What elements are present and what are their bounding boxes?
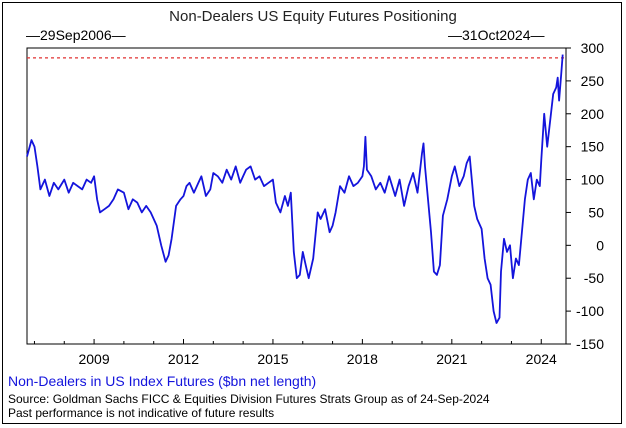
chart-title: Non-Dealers US Equity Futures Positionin… — [169, 8, 457, 25]
disclaimer-line: Past performance is not indicative of fu… — [8, 406, 275, 420]
source-line: Source: Goldman Sachs FICC & Equities Di… — [8, 392, 490, 406]
y-tick-label: 200 — [581, 106, 605, 122]
plot-area — [26, 47, 567, 345]
x-tick-label: 2021 — [436, 351, 467, 367]
x-tick-label: 2009 — [78, 351, 109, 367]
y-tick-label: 300 — [581, 40, 605, 56]
y-tick-label: 150 — [581, 139, 605, 155]
legend-label: Non-Dealers in US Index Futures ($bn net… — [8, 373, 317, 389]
x-tick-label: 2018 — [347, 351, 378, 367]
y-tick-label: -50 — [584, 270, 604, 286]
x-tick-label: 2015 — [257, 351, 288, 367]
y-tick-label: -150 — [576, 336, 604, 352]
x-tick-label: 2012 — [168, 351, 199, 367]
start-date-label: —29Sep2006— — [26, 27, 126, 43]
y-tick-label: 250 — [581, 73, 605, 89]
start-date-text: 29Sep2006 — [40, 27, 112, 43]
y-tick-label: -100 — [576, 303, 604, 319]
end-date-label: —31Oct2024— — [448, 27, 545, 43]
source-notes: Source: Goldman Sachs FICC & Equities Di… — [8, 392, 490, 420]
y-axis: 300 250 200 150 100 50 0 -50 -100 -150 — [566, 40, 604, 352]
y-tick-label: 100 — [581, 172, 605, 188]
y-tick-label: 50 — [588, 204, 604, 220]
end-date-text: 31Oct2024 — [462, 27, 531, 43]
series-line — [26, 54, 564, 324]
x-tick-label: 2024 — [526, 351, 557, 367]
x-axis: 2009 2012 2015 2018 2021 2024 — [33, 339, 557, 367]
y-tick-label: 0 — [596, 237, 604, 253]
chart-frame — [2, 2, 622, 424]
